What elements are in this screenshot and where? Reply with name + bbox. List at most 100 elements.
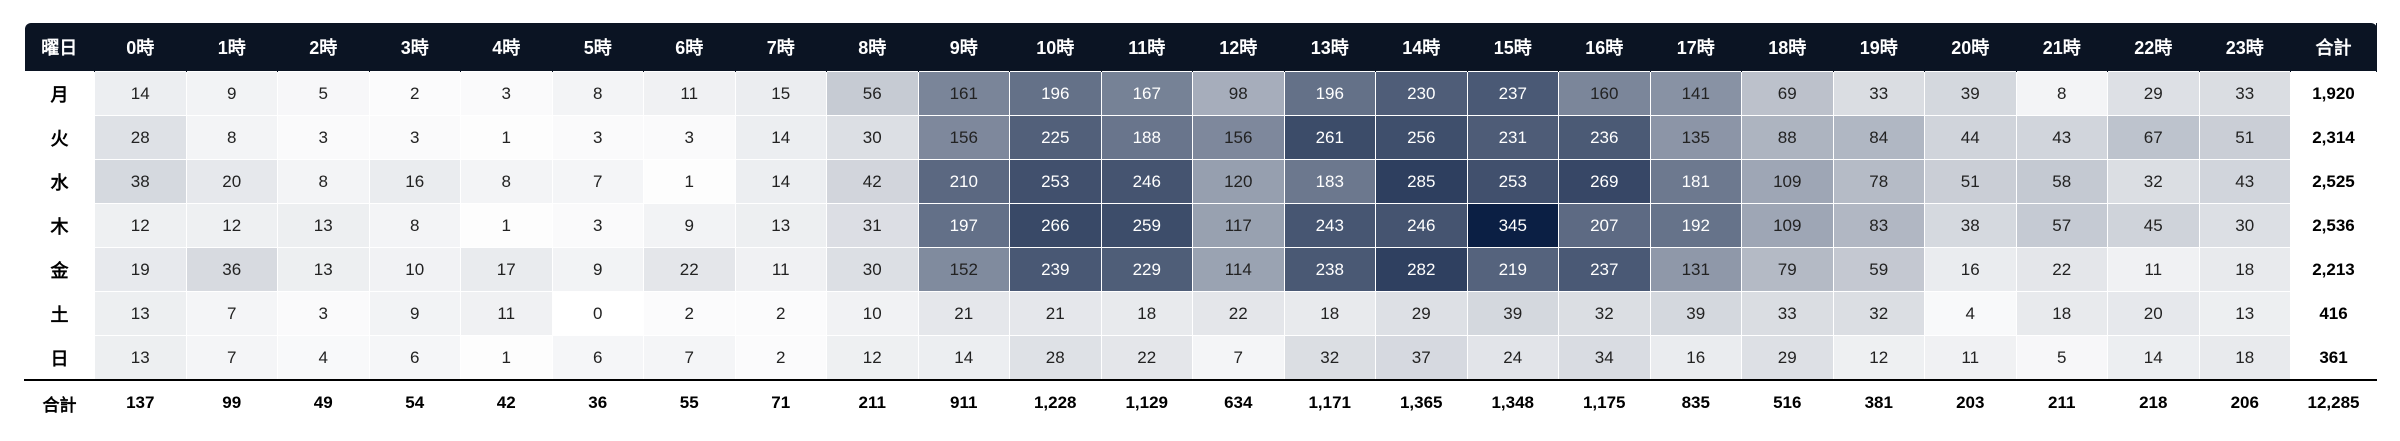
heatmap-cell: 13 xyxy=(734,203,827,248)
heatmap-cell: 196 xyxy=(1283,71,1376,116)
heatmap-cell: 84 xyxy=(1832,115,1925,160)
heatmap-cell: 18 xyxy=(1283,291,1376,336)
column-total: 54 xyxy=(369,379,461,425)
day-label: 水 xyxy=(24,159,95,204)
heatmap-cell: 11 xyxy=(1924,335,2017,381)
heatmap-table: 曜日 0時 1時 2時 3時 4時 5時 6時 7時 8時 9時 10時 11時 12時 13時 14時 15… xyxy=(24,23,2377,425)
heatmap-cell: 2 xyxy=(368,71,461,116)
row-total: 361 xyxy=(2290,335,2377,381)
heatmap-row: 月 14 9 5 2 3 8 11 15 56 161 196 167 98 196 230 237 160 141… xyxy=(24,71,2377,116)
heatmap-cell: 21 xyxy=(1009,291,1102,336)
column-total: 49 xyxy=(277,379,369,425)
total-row: 合計 137 99 49 54 42 36 55 71 211 911 1,228 1,129 634 1… xyxy=(24,379,2377,425)
heatmap-cell: 22 xyxy=(2015,247,2108,292)
row-total: 1,920 xyxy=(2290,71,2377,116)
hour-header: 12時 xyxy=(1192,23,1285,72)
heatmap-cell: 22 xyxy=(1192,291,1285,336)
heatmap-cell: 114 xyxy=(1192,247,1285,292)
hour-header: 8時 xyxy=(826,23,919,72)
heatmap-cell: 12 xyxy=(826,335,919,381)
heatmap-cell: 243 xyxy=(1283,203,1376,248)
heatmap-cell: 36 xyxy=(185,247,278,292)
heatmap-cell: 8 xyxy=(551,71,644,116)
heatmap-cell: 345 xyxy=(1466,203,1559,248)
heatmap-cell: 7 xyxy=(185,291,278,336)
heatmap-cell: 30 xyxy=(826,247,919,292)
heatmap-cell: 56 xyxy=(826,71,919,116)
row-total: 416 xyxy=(2290,291,2377,336)
heatmap-cell: 29 xyxy=(1375,291,1468,336)
heatmap-cell: 19 xyxy=(94,247,187,292)
heatmap-cell: 42 xyxy=(826,159,919,204)
heatmap-cell: 7 xyxy=(185,335,278,381)
heatmap-cell: 32 xyxy=(1558,291,1651,336)
heatmap-cell: 246 xyxy=(1100,159,1193,204)
heatmap-cell: 181 xyxy=(1649,159,1742,204)
heatmap-cell: 0 xyxy=(551,291,644,336)
heatmap-cell: 7 xyxy=(1192,335,1285,381)
hour-header: 3時 xyxy=(369,23,461,72)
heatmap-cell: 11 xyxy=(2107,247,2200,292)
heatmap-cell: 196 xyxy=(1009,71,1102,116)
header-row: 曜日 0時 1時 2時 3時 4時 5時 6時 7時 8時 9時 10時 11時 12時 13時 14時 15… xyxy=(24,23,2377,72)
heatmap-cell: 11 xyxy=(734,247,827,292)
heatmap-cell: 266 xyxy=(1009,203,1102,248)
hour-header: 15時 xyxy=(1467,23,1559,72)
column-total: 381 xyxy=(1833,379,1925,425)
heatmap-cell: 44 xyxy=(1924,115,2017,160)
heatmap-cell: 192 xyxy=(1649,203,1742,248)
row-total: 2,536 xyxy=(2290,203,2377,248)
heatmap-cell: 3 xyxy=(643,115,736,160)
heatmap-cell: 231 xyxy=(1466,115,1559,160)
heatmap-cell: 13 xyxy=(277,203,370,248)
heatmap-cell: 120 xyxy=(1192,159,1285,204)
column-total: 911 xyxy=(918,379,1010,425)
heatmap-cell: 30 xyxy=(826,115,919,160)
hour-header: 18時 xyxy=(1741,23,1834,72)
heatmap-cell: 51 xyxy=(1924,159,2017,204)
heatmap-cell: 17 xyxy=(460,247,553,292)
heatmap-cell: 2 xyxy=(643,291,736,336)
hour-header: 22時 xyxy=(2107,23,2200,72)
heatmap-cell: 43 xyxy=(2015,115,2108,160)
heatmap-cell: 20 xyxy=(185,159,278,204)
heatmap-cell: 22 xyxy=(643,247,736,292)
total-row-label: 合計 xyxy=(24,379,95,425)
heatmap-cell: 33 xyxy=(1741,291,1834,336)
heatmap-cell: 14 xyxy=(2107,335,2200,381)
corner-header: 曜日 xyxy=(24,23,95,72)
heatmap-cell: 14 xyxy=(94,71,187,116)
heatmap-cell: 8 xyxy=(460,159,553,204)
heatmap-cell: 13 xyxy=(94,291,187,336)
column-total: 516 xyxy=(1741,379,1833,425)
heatmap-cell: 59 xyxy=(1832,247,1925,292)
hour-header: 10時 xyxy=(1009,23,1102,72)
heatmap-row: 金 19 36 13 10 17 9 22 11 30 152 239 229 114 238 282 219 2… xyxy=(24,247,2377,292)
heatmap-row: 土 13 7 3 9 11 0 2 2 10 21 21 18 22 18 29 39 32 39 33 32 4 18 20… xyxy=(24,291,2377,336)
heatmap-cell: 3 xyxy=(460,71,553,116)
heatmap-cell: 13 xyxy=(277,247,370,292)
heatmap-cell: 183 xyxy=(1283,159,1376,204)
heatmap-cell: 39 xyxy=(1649,291,1742,336)
hour-header: 23時 xyxy=(2199,23,2291,72)
heatmap-cell: 16 xyxy=(1924,247,2017,292)
heatmap-cell: 237 xyxy=(1558,247,1651,292)
hour-header: 1時 xyxy=(186,23,278,72)
heatmap-cell: 261 xyxy=(1283,115,1376,160)
hour-header: 9時 xyxy=(918,23,1010,72)
heatmap-cell: 69 xyxy=(1741,71,1834,116)
heatmap-cell: 156 xyxy=(1192,115,1285,160)
day-label: 土 xyxy=(24,291,95,336)
hour-header: 4時 xyxy=(460,23,553,72)
heatmap-cell: 32 xyxy=(1283,335,1376,381)
heatmap-cell: 9 xyxy=(368,291,461,336)
total-column-header: 合計 xyxy=(2290,23,2377,72)
hour-header: 13時 xyxy=(1284,23,1376,72)
heatmap-cell: 109 xyxy=(1741,159,1834,204)
heatmap-cell: 98 xyxy=(1192,71,1285,116)
heatmap-body: 月 14 9 5 2 3 8 11 15 56 161 196 167 98 196 230 237 160 141… xyxy=(24,71,2377,381)
heatmap-cell: 79 xyxy=(1741,247,1834,292)
heatmap-cell: 188 xyxy=(1100,115,1193,160)
heatmap-row: 火 28 8 3 3 1 3 3 14 30 156 225 188 156 261 256 231 236 135… xyxy=(24,115,2377,160)
heatmap-cell: 39 xyxy=(1924,71,2017,116)
